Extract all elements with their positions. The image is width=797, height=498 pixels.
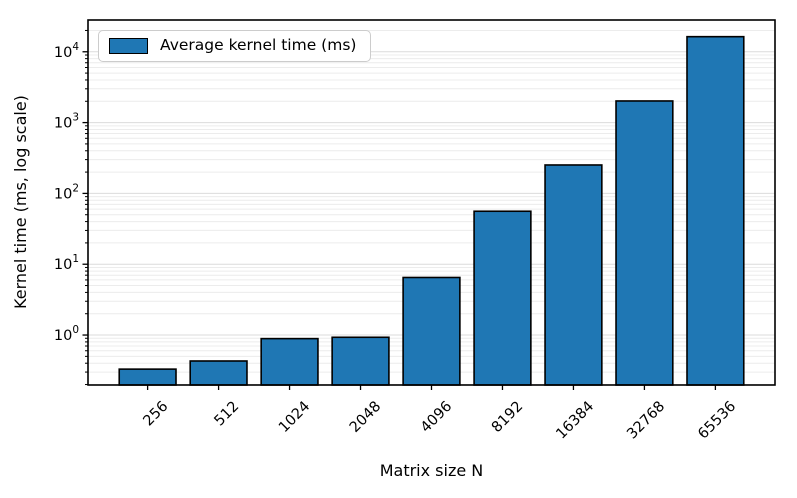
bar-1024 xyxy=(260,337,319,386)
bar-256 xyxy=(118,368,177,386)
y-axis-label: Kernel time (ms, log scale) xyxy=(11,95,30,309)
x-tick-label: 256 xyxy=(141,399,172,430)
bar-2048 xyxy=(331,336,390,386)
x-axis-label: Matrix size N xyxy=(379,461,484,480)
x-tick-label: 4096 xyxy=(418,399,455,436)
x-tick-label: 8192 xyxy=(489,399,526,436)
bar-8192 xyxy=(473,210,532,386)
legend: Average kernel time (ms) xyxy=(98,30,372,62)
x-tick-label: 16384 xyxy=(553,399,597,443)
legend-swatch xyxy=(109,38,148,54)
y-tick-label: 102 xyxy=(54,182,79,202)
bar-512 xyxy=(189,360,248,386)
x-tick-label: 65536 xyxy=(695,399,739,443)
x-tick-label: 32768 xyxy=(624,399,668,443)
bar-16384 xyxy=(544,164,603,386)
bar-32768 xyxy=(615,100,674,386)
y-tick-label: 101 xyxy=(54,253,79,273)
y-tick-label: 104 xyxy=(54,41,79,61)
x-tick-label: 2048 xyxy=(347,399,384,436)
x-tick-label: 512 xyxy=(212,399,243,430)
bar-65536 xyxy=(686,35,745,386)
x-tick-label: 1024 xyxy=(276,399,313,436)
legend-label: Average kernel time (ms) xyxy=(160,36,357,55)
bar-4096 xyxy=(402,276,461,386)
y-tick-label: 103 xyxy=(54,112,79,132)
y-tick-label: 100 xyxy=(54,324,79,344)
